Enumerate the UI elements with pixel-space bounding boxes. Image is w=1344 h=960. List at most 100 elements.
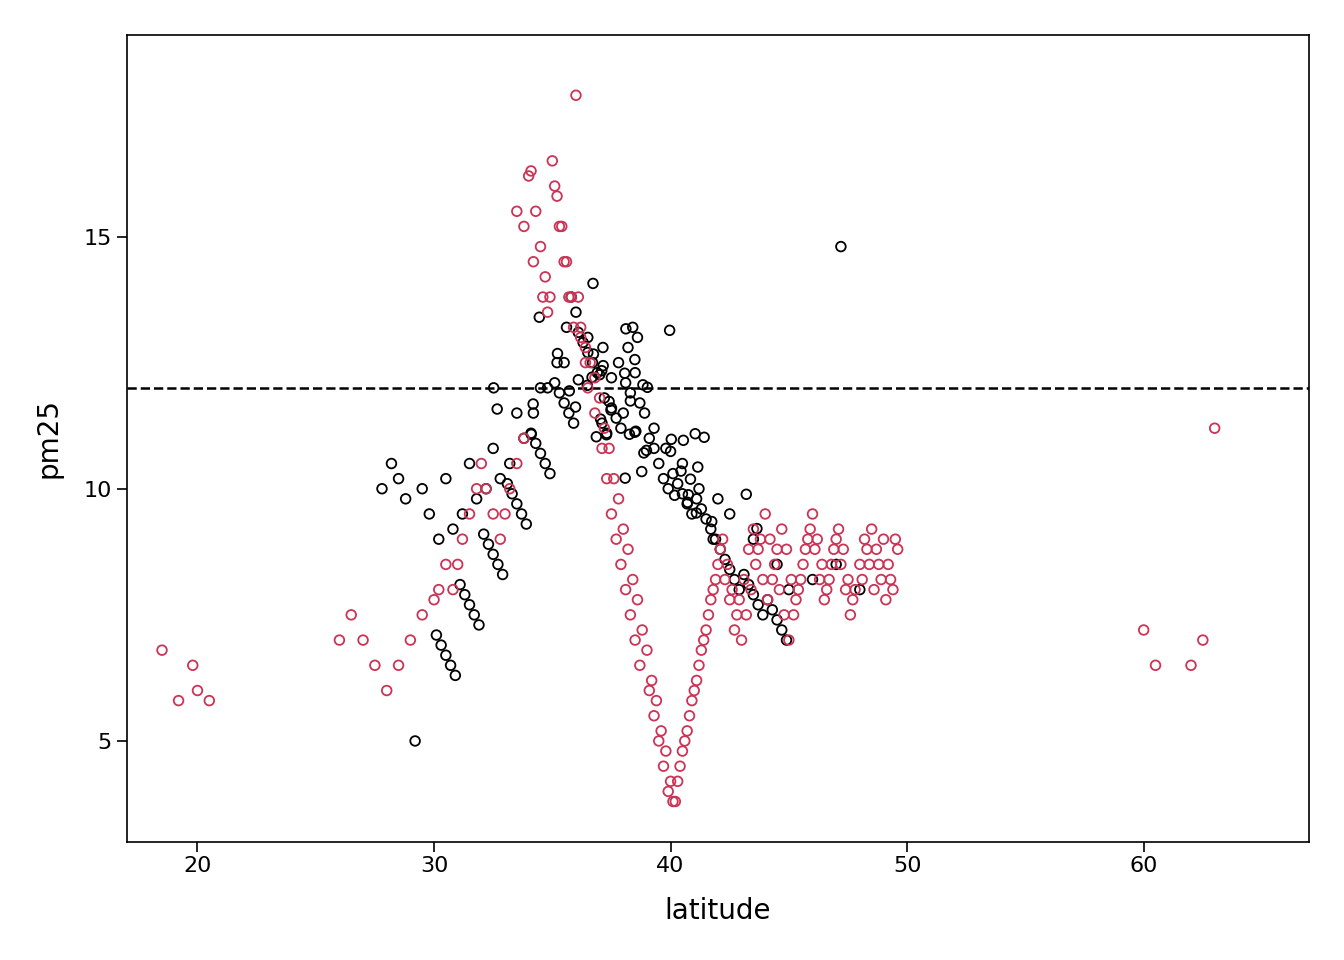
Point bbox=[544, 179, 566, 194]
Point bbox=[632, 622, 653, 637]
Point bbox=[352, 633, 374, 648]
Point bbox=[476, 481, 497, 496]
Point bbox=[723, 572, 745, 588]
Point bbox=[671, 464, 692, 479]
Point bbox=[691, 642, 712, 658]
Point bbox=[853, 532, 875, 547]
Point bbox=[452, 532, 473, 547]
Point bbox=[734, 572, 755, 588]
Point bbox=[691, 501, 712, 516]
Point bbox=[535, 269, 556, 284]
Point bbox=[872, 532, 894, 547]
Point bbox=[544, 375, 566, 391]
Point bbox=[625, 365, 646, 380]
Point bbox=[685, 505, 707, 520]
Point bbox=[591, 416, 613, 431]
Point bbox=[598, 441, 620, 456]
Point bbox=[181, 658, 203, 673]
Point bbox=[513, 431, 535, 446]
Point bbox=[560, 289, 582, 304]
Point bbox=[445, 668, 466, 684]
Point bbox=[523, 405, 544, 420]
Point bbox=[831, 239, 852, 254]
Point bbox=[499, 456, 520, 471]
Point bbox=[567, 289, 589, 304]
Point bbox=[617, 340, 638, 355]
Point bbox=[585, 370, 606, 385]
Point bbox=[802, 506, 824, 521]
Point bbox=[657, 481, 679, 496]
Point bbox=[532, 289, 554, 304]
Point bbox=[659, 323, 680, 338]
Point bbox=[152, 642, 173, 658]
Point bbox=[766, 612, 788, 628]
Point bbox=[685, 673, 707, 688]
Point bbox=[1192, 633, 1214, 648]
Point bbox=[645, 693, 667, 708]
Point bbox=[813, 592, 835, 608]
Point bbox=[625, 423, 646, 439]
Point bbox=[703, 582, 724, 597]
Point bbox=[741, 582, 762, 597]
Point bbox=[594, 391, 616, 406]
Point bbox=[844, 582, 866, 597]
Point bbox=[660, 432, 681, 447]
Point bbox=[610, 420, 632, 436]
Point bbox=[624, 352, 645, 368]
Point bbox=[199, 693, 220, 708]
Point bbox=[849, 582, 871, 597]
Point bbox=[753, 572, 774, 588]
Point bbox=[616, 322, 637, 337]
Point bbox=[694, 633, 715, 648]
Point bbox=[763, 557, 785, 572]
Point bbox=[605, 532, 626, 547]
Point bbox=[340, 607, 362, 622]
Point bbox=[546, 188, 567, 204]
Point bbox=[605, 411, 626, 426]
Point bbox=[684, 683, 706, 698]
Point bbox=[849, 557, 871, 572]
Point bbox=[684, 426, 706, 442]
Point bbox=[564, 399, 586, 415]
Point bbox=[470, 456, 492, 471]
Point bbox=[1133, 622, 1154, 637]
Point bbox=[473, 526, 495, 541]
Point bbox=[418, 506, 439, 521]
Point bbox=[426, 627, 448, 642]
Point bbox=[622, 572, 644, 588]
Point bbox=[837, 572, 859, 588]
Point bbox=[620, 394, 641, 409]
Point bbox=[507, 456, 528, 471]
Point bbox=[710, 541, 731, 557]
Point bbox=[778, 582, 800, 597]
Point bbox=[601, 370, 622, 385]
Point bbox=[695, 512, 716, 527]
Point bbox=[688, 481, 710, 496]
Point bbox=[329, 633, 351, 648]
Point bbox=[593, 358, 614, 373]
Point bbox=[743, 521, 765, 537]
Point bbox=[554, 396, 575, 411]
Point bbox=[716, 557, 738, 572]
Point bbox=[878, 557, 899, 572]
Point bbox=[427, 532, 449, 547]
Point bbox=[644, 441, 665, 456]
Point bbox=[563, 416, 585, 431]
Point bbox=[477, 537, 499, 552]
Point bbox=[636, 443, 657, 458]
Point bbox=[517, 168, 539, 183]
Point bbox=[520, 163, 542, 179]
Point bbox=[487, 401, 508, 417]
Point bbox=[482, 380, 504, 396]
Point bbox=[548, 385, 570, 400]
Point bbox=[530, 239, 551, 254]
Point bbox=[653, 758, 675, 774]
Point bbox=[694, 430, 715, 445]
Point bbox=[723, 622, 745, 637]
Point bbox=[664, 488, 685, 503]
Point bbox=[511, 506, 532, 521]
Point bbox=[812, 557, 833, 572]
Point bbox=[871, 572, 892, 588]
Point bbox=[710, 541, 731, 557]
Point bbox=[449, 577, 470, 592]
